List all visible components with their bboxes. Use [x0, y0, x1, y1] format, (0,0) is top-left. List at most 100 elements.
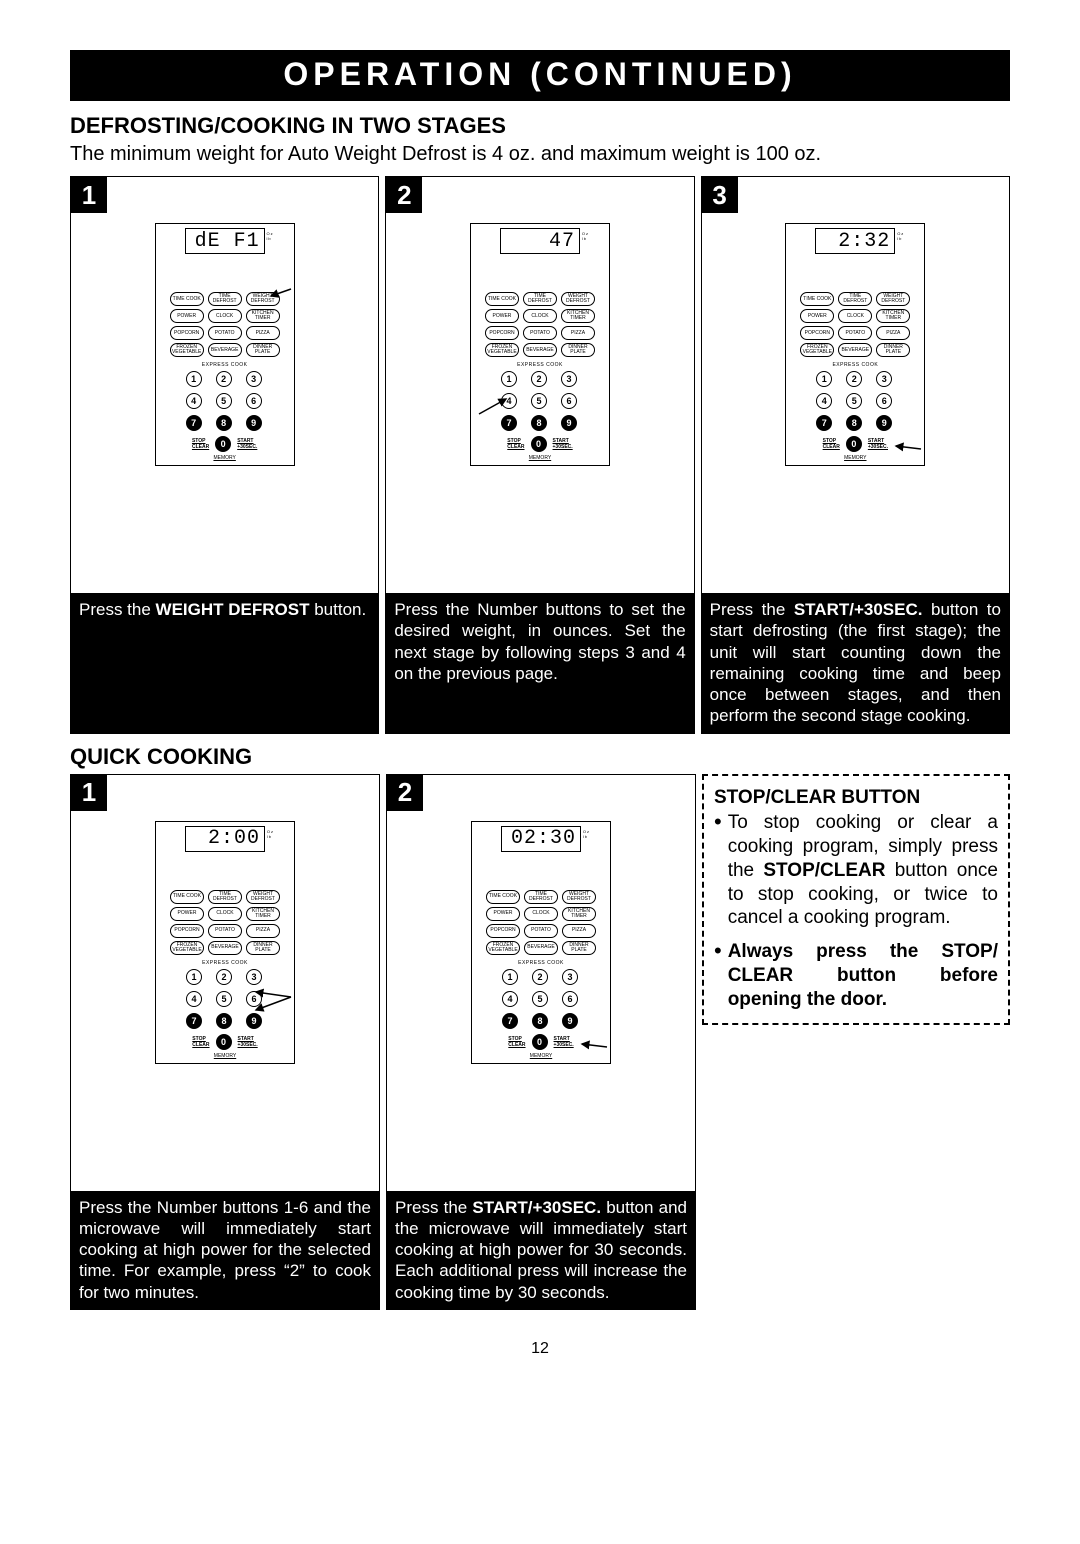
caption-text: Press the [79, 600, 156, 619]
keypad-number-7: 7 [816, 415, 832, 431]
keypad-func-button: FROZEN VEGETABLE [486, 941, 520, 955]
keypad-func-button: POPCORN [170, 924, 204, 938]
keypad-number-0: 0 [531, 436, 547, 452]
keypad-number-7: 7 [501, 415, 517, 431]
express-label: EXPRESS COOK [202, 362, 248, 368]
keypad-func-button: DINNER PLATE [561, 343, 595, 357]
keypad-number-3: 3 [246, 371, 262, 387]
keypad-numpad: 123456789 [186, 371, 264, 431]
step-number: 3 [702, 177, 738, 213]
stopclear-column: STOP/CLEAR BUTTON To stop cooking or cle… [702, 774, 1010, 1310]
keypad-func-button: WEIGHT DEFROST [561, 292, 595, 306]
keypad-number-1: 1 [186, 371, 202, 387]
keypad-number-1: 1 [186, 969, 202, 985]
keypad-diagram: dE F1 TIME COOKTIME DEFROSTWEIGHT DEFROS… [155, 223, 295, 466]
keypad-func-button: POPCORN [800, 326, 834, 340]
step-panel-3: 3 2:32 TIME COOKTIME DEFROSTWEIGHT DEFRO… [701, 176, 1010, 734]
start-label: START+30SEC. [553, 438, 573, 450]
keypad-func-button: PIZZA [246, 924, 280, 938]
keypad-func-button: POWER [486, 907, 520, 921]
memory-label: MEMORY [530, 1053, 552, 1059]
keypad-func-button: TIME DEFROST [208, 890, 242, 904]
stopclear-title: STOP/CLEAR BUTTON [714, 786, 998, 810]
express-label: EXPRESS COOK [832, 362, 878, 368]
keypad-func-button: POWER [170, 309, 204, 323]
stopclear-bullet-2: Always press the STOP/ CLEAR button befo… [714, 940, 998, 1011]
keypad-func-button: POTATO [208, 326, 242, 340]
step-caption: Press the Number buttons 1-6 and the mic… [71, 1191, 379, 1309]
step-caption: Press the START/+30SEC. button and the m… [387, 1191, 695, 1309]
keypad-number-0: 0 [215, 436, 231, 452]
caption-text: Press the [395, 1198, 472, 1217]
keypad-diagram: 2:32 TIME COOKTIME DEFROSTWEIGHT DEFROST… [785, 223, 925, 466]
section2-heading: QUICK COOKING [70, 744, 1010, 770]
express-label: EXPRESS COOK [202, 960, 248, 966]
caption-bold: START/+30SEC. [794, 600, 923, 619]
keypad-func-button: DINNER PLATE [246, 941, 280, 955]
keypad-func-button: TIME DEFROST [524, 890, 558, 904]
keypad-func-button: WEIGHT DEFROST [246, 890, 280, 904]
keypad-number-9: 9 [876, 415, 892, 431]
keypad-func-button: TIME DEFROST [523, 292, 557, 306]
keypad-func-button: CLOCK [208, 309, 242, 323]
step-panel-2: 2 47 TIME COOKTIME DEFROSTWEIGHT DEFROST… [385, 176, 694, 734]
step-number: 2 [387, 775, 423, 811]
section1-heading: DEFROSTING/COOKING IN TWO STAGES [70, 113, 1010, 139]
keypad-func-button: WEIGHT DEFROST [876, 292, 910, 306]
express-label: EXPRESS COOK [517, 362, 563, 368]
keypad-number-0: 0 [532, 1034, 548, 1050]
keypad-number-9: 9 [562, 1013, 578, 1029]
keypad-number-3: 3 [246, 969, 262, 985]
keypad-number-6: 6 [246, 991, 262, 1007]
keypad-func-button: FROZEN VEGETABLE [170, 343, 204, 357]
keypad-number-7: 7 [186, 1013, 202, 1029]
row-quick-cooking: 1 2:00 TIME COOKTIME DEFROSTWEIGHT DEFRO… [70, 774, 1010, 1310]
stop-clear-label: STOPCLEAR [192, 438, 209, 450]
keypad-number-3: 3 [561, 371, 577, 387]
keypad-func-button: PIZZA [561, 326, 595, 340]
keypad-display: 02:30 [501, 826, 581, 852]
start-label: START+30SEC. [868, 438, 888, 450]
caption-text: Press the Number buttons 1-6 and the mic… [79, 1198, 371, 1302]
keypad-numpad: 123456789 [186, 969, 264, 1029]
keypad-func-button: TIME DEFROST [838, 292, 872, 306]
memory-label: MEMORY [529, 455, 551, 461]
keypad-display: dE F1 [185, 228, 265, 254]
keypad-number-5: 5 [216, 991, 232, 1007]
keypad-numpad: 123456789 [502, 969, 580, 1029]
keypad-numpad: 123456789 [501, 371, 579, 431]
keypad-number-0: 0 [846, 436, 862, 452]
row-defrost-stages: 1 dE F1 TIME COOKTIME DEFROSTWEIGHT DEFR… [70, 176, 1010, 734]
memory-label: MEMORY [213, 455, 235, 461]
keypad-func-button: POTATO [838, 326, 872, 340]
keypad-func-button: POPCORN [486, 924, 520, 938]
keypad-func-button: PIZZA [246, 326, 280, 340]
keypad-number-6: 6 [561, 393, 577, 409]
section1-intro: The minimum weight for Auto Weight Defro… [70, 143, 1010, 166]
keypad-func-button: PIZZA [562, 924, 596, 938]
keypad-number-9: 9 [561, 415, 577, 431]
keypad-number-5: 5 [846, 393, 862, 409]
keypad-numpad: 123456789 [816, 371, 894, 431]
keypad-number-2: 2 [531, 371, 547, 387]
step-panel-2: 2 02:30 TIME COOKTIME DEFROSTWEIGHT DEFR… [386, 774, 696, 1310]
start-label: START+30SEC. [238, 1036, 258, 1048]
keypad-number-4: 4 [502, 991, 518, 1007]
keypad-func-button: BEVERAGE [838, 343, 872, 357]
step-caption: Press the WEIGHT DEFROST button. [71, 593, 378, 733]
keypad-func-button: BEVERAGE [523, 343, 557, 357]
keypad-func-button: DINNER PLATE [562, 941, 596, 955]
keypad-number-2: 2 [216, 969, 232, 985]
keypad-number-3: 3 [876, 371, 892, 387]
keypad-func-button: KITCHEN TIMER [876, 309, 910, 323]
step-number: 1 [71, 775, 107, 811]
page-number: 12 [70, 1340, 1010, 1358]
keypad-func-button: BEVERAGE [524, 941, 558, 955]
caption-bold: WEIGHT DEFROST [156, 600, 310, 619]
step-number: 1 [71, 177, 107, 213]
keypad-func-button: TIME COOK [800, 292, 834, 306]
keypad-func-button: DINNER PLATE [876, 343, 910, 357]
keypad-number-7: 7 [502, 1013, 518, 1029]
keypad-func-button: POWER [800, 309, 834, 323]
keypad-diagram: 47 TIME COOKTIME DEFROSTWEIGHT DEFROST P… [470, 223, 610, 466]
